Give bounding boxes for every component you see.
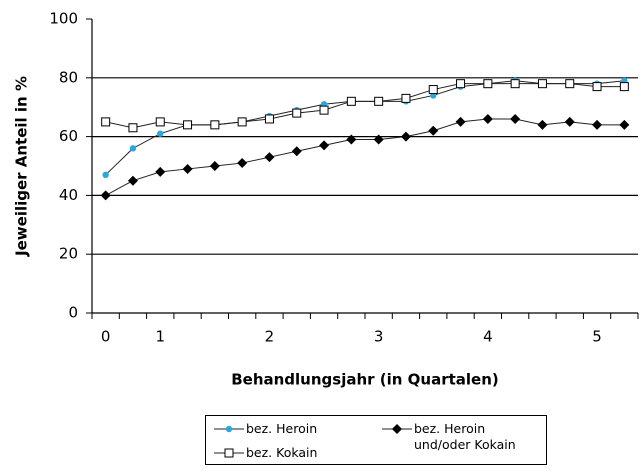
marker — [592, 82, 602, 92]
marker — [292, 108, 302, 118]
y-tick-label: 80 — [59, 68, 78, 86]
marker — [319, 140, 330, 151]
marker — [210, 120, 220, 130]
marker — [100, 190, 111, 201]
chart: Jeweiliger Anteil in % Behandlungsjahr (… — [13, 10, 639, 389]
legend-item: bez. Heroin und/oder Kokain — [380, 421, 540, 453]
marker — [346, 134, 357, 145]
marker — [400, 131, 411, 142]
y-tick-label: 40 — [59, 186, 78, 204]
legend-label: bez. Heroin und/oder Kokain — [414, 421, 516, 452]
x-tick-label: 3 — [374, 328, 384, 346]
marker — [510, 79, 520, 89]
marker — [264, 152, 275, 163]
marker — [237, 117, 247, 127]
marker — [264, 114, 274, 124]
marker — [537, 79, 547, 89]
marker — [510, 113, 521, 124]
marker — [291, 146, 302, 157]
marker — [401, 93, 411, 103]
marker — [128, 123, 138, 133]
marker — [482, 113, 493, 124]
marker — [456, 79, 466, 89]
marker — [237, 158, 248, 169]
marker — [428, 85, 438, 95]
marker — [373, 134, 384, 145]
marker — [101, 117, 111, 127]
legend-item: bez. Heroin — [212, 421, 352, 437]
marker — [319, 105, 329, 115]
marker — [537, 119, 548, 130]
marker — [155, 117, 165, 127]
y-tick-label: 0 — [68, 304, 78, 322]
marker — [483, 79, 493, 89]
marker — [129, 145, 137, 152]
marker — [157, 130, 164, 137]
marker — [619, 119, 630, 130]
marker — [392, 424, 402, 434]
x-axis-title: Behandlungsjahr (in Quartalen) — [231, 371, 499, 389]
marker — [564, 116, 575, 127]
y-tick-label: 100 — [49, 10, 78, 28]
legend: bez. Heroin bez. Kokain bez. Heroin und/od… — [205, 415, 547, 465]
legend-icon — [214, 448, 244, 458]
marker — [619, 82, 629, 92]
legend-item: bez. Kokain — [212, 445, 352, 461]
marker — [592, 119, 603, 130]
x-tick-label: 4 — [483, 328, 493, 346]
legend-label: bez. Kokain — [246, 445, 318, 460]
x-tick-label: 1 — [155, 328, 165, 346]
y-tick-label: 20 — [59, 245, 78, 263]
x-tick-label: 2 — [265, 328, 275, 346]
marker — [183, 120, 193, 130]
y-axis-title: Jeweiliger Anteil in % — [13, 76, 31, 257]
legend-label: bez. Heroin — [246, 421, 318, 436]
marker — [455, 116, 466, 127]
marker — [224, 448, 234, 458]
legend-icon — [214, 425, 244, 433]
series-line — [105, 83, 625, 129]
marker — [428, 125, 439, 136]
x-tick-label: 5 — [592, 328, 602, 346]
marker — [182, 163, 193, 174]
marker — [127, 175, 138, 186]
marker — [225, 425, 233, 433]
x-tick-label: 0 — [101, 328, 111, 346]
marker — [155, 166, 166, 177]
marker — [565, 79, 575, 89]
marker — [346, 96, 356, 106]
marker — [374, 96, 384, 106]
marker — [209, 161, 220, 171]
legend-icon — [382, 424, 412, 434]
marker — [102, 171, 109, 179]
series-line — [105, 118, 625, 196]
y-tick-label: 60 — [59, 127, 78, 145]
